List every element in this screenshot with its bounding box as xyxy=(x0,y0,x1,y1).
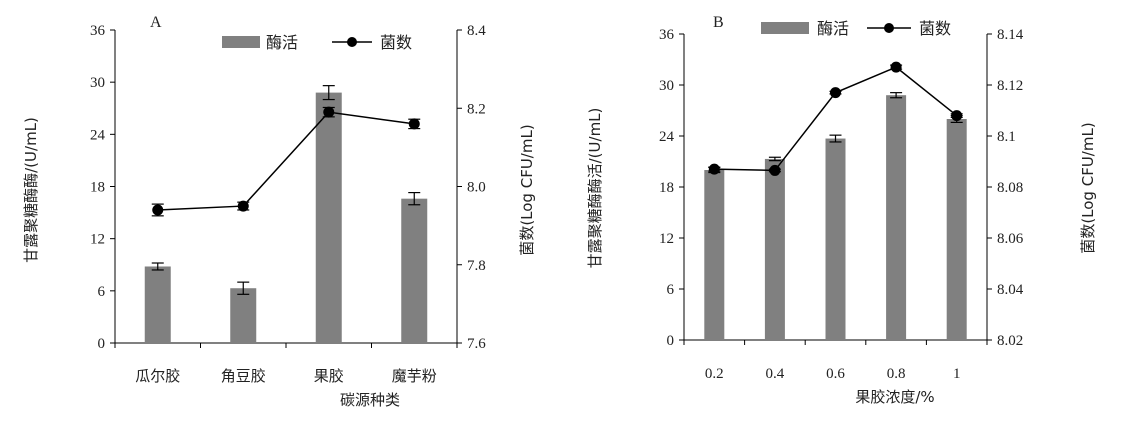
legend-line-label-b: 菌数 xyxy=(919,19,951,38)
legend-bar-label-b: 酶活 xyxy=(817,19,849,38)
data-point-b xyxy=(769,164,781,176)
y-axis-label-b: 甘露聚糖酶酶活/(U/mL) xyxy=(586,108,604,269)
y-tick-label-b: 6 xyxy=(667,282,675,298)
legend-line-label-a: 菌数 xyxy=(380,33,412,52)
y-tick-label-a: 0 xyxy=(98,336,106,352)
bar-b xyxy=(704,170,725,340)
y-tick-label-a: 30 xyxy=(90,75,105,91)
y2-tick-label-a: 7.6 xyxy=(467,336,486,352)
y-tick-label-b: 12 xyxy=(659,231,674,247)
bar-b xyxy=(825,138,846,340)
y2-tick-label-a: 8.4 xyxy=(467,23,486,39)
x-tick-label-a: 魔芋粉 xyxy=(392,367,437,385)
data-point-b xyxy=(890,61,902,73)
plot-area-a: 0 6 12 18 24 30 36 7.6 7.8 8.0 8.2 8.4 瓜尔胶 角豆胶 果胶 魔芋粉 xyxy=(90,23,486,385)
x-axis-label-b: 果胶浓度/% xyxy=(855,388,934,406)
x-tick-label-b: 0.4 xyxy=(766,366,785,382)
data-point-a xyxy=(408,118,420,130)
data-point-a xyxy=(152,204,164,216)
legend-bar-label-a: 酶活 xyxy=(266,33,298,52)
bar-b xyxy=(764,158,785,340)
chart-a: 0 6 12 18 24 30 36 7.6 7.8 8.0 8.2 8.4 瓜尔胶 角豆胶 果胶 魔芋粉 A… xyxy=(22,14,536,409)
data-point-a xyxy=(323,106,335,118)
x-axis-label-a: 碳源种类 xyxy=(340,391,400,409)
y2-tick-label-b: 8.12 xyxy=(997,78,1023,94)
y2-tick-label-b: 8.08 xyxy=(997,180,1023,196)
y-tick-label-b: 18 xyxy=(659,180,674,196)
x-tick-label-b: 0.2 xyxy=(705,366,724,382)
y-tick-label-b: 36 xyxy=(659,27,675,43)
y-tick-label-a: 18 xyxy=(90,180,105,196)
legend-a: 酶活 菌数 xyxy=(222,33,412,52)
y-tick-label-a: 36 xyxy=(90,23,106,39)
x-tick-label-b: 1 xyxy=(953,366,961,382)
y2-axis-label-b: 菌数(Log CFU/mL) xyxy=(1079,122,1097,253)
line-series-a xyxy=(157,111,415,211)
x-tick-label-a: 果胶 xyxy=(314,367,344,385)
plot-area-b: 0 6 12 18 24 30 36 8.02 8.04 8.06 8.08 8.1 8.12 8.14 0… xyxy=(659,27,1024,382)
y-tick-label-b: 0 xyxy=(667,333,675,349)
y2-tick-label-a: 8.0 xyxy=(467,180,486,196)
bar-a xyxy=(144,266,171,343)
y2-tick-label-b: 8.1 xyxy=(997,129,1016,145)
chart-b: 0 6 12 18 24 30 36 8.02 8.04 8.06 8.08 8.1 8.12 8.14 0… xyxy=(586,14,1097,406)
x-tick-label-a: 瓜尔胶 xyxy=(135,367,180,385)
y2-axis-label-a: 菌数(Log CFU/mL) xyxy=(518,124,536,255)
panel-label-a: A xyxy=(150,14,162,31)
x-tick-label-b: 0.8 xyxy=(887,366,906,382)
y2-tick-label-b: 8.02 xyxy=(997,333,1023,349)
y2-tick-label-b: 8.06 xyxy=(997,231,1024,247)
y-axis-label-a: 甘露聚糖酶酶/(U/mL) xyxy=(22,117,40,263)
legend-line-marker-b xyxy=(884,23,894,33)
bar-a xyxy=(230,288,257,343)
bar-a xyxy=(315,92,342,343)
y2-tick-label-b: 8.14 xyxy=(997,27,1024,43)
y2-tick-label-a: 8.2 xyxy=(467,101,486,117)
data-point-b xyxy=(708,163,720,175)
data-point-a xyxy=(237,200,249,212)
data-point-b xyxy=(830,87,841,99)
x-tick-label-b: 0.6 xyxy=(826,366,845,382)
x-tick-label-a: 角豆胶 xyxy=(221,367,266,385)
y-tick-label-a: 12 xyxy=(90,232,105,248)
bar-b xyxy=(886,95,907,340)
legend-b: 酶活 菌数 xyxy=(761,19,951,38)
legend-bar-swatch-b xyxy=(761,22,809,34)
legend-bar-swatch-a xyxy=(222,36,260,48)
legend-line-marker-a xyxy=(347,37,357,47)
bar-b xyxy=(946,119,967,340)
bar-a xyxy=(401,198,428,343)
panel-label-b: B xyxy=(713,14,724,31)
y2-tick-label-a: 7.8 xyxy=(467,258,486,274)
y-tick-label-a: 6 xyxy=(98,284,106,300)
y-tick-label-b: 24 xyxy=(659,129,675,145)
y-tick-label-a: 24 xyxy=(90,127,106,143)
y-tick-label-b: 30 xyxy=(659,78,674,94)
y2-tick-label-b: 8.04 xyxy=(997,282,1024,298)
data-point-b xyxy=(951,110,963,122)
